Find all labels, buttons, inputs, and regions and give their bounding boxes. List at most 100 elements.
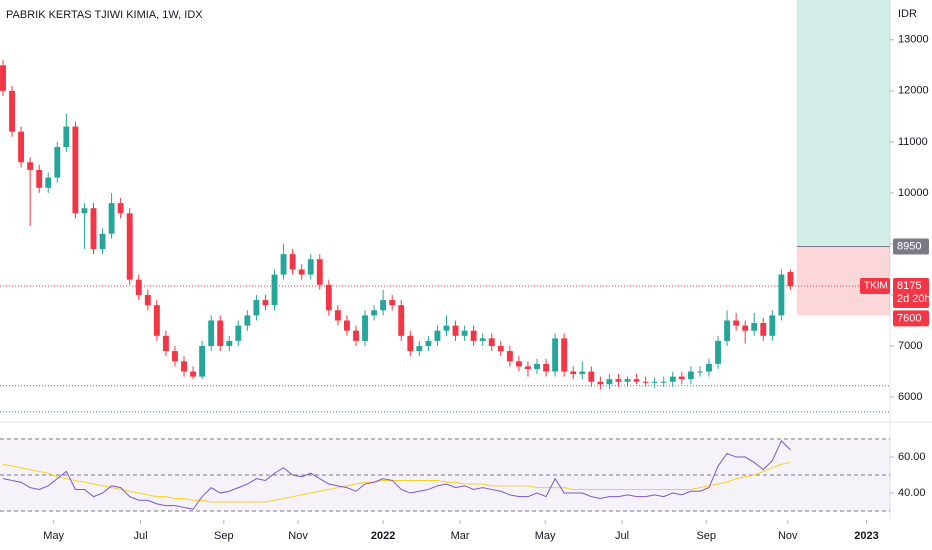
candle-body	[461, 330, 468, 336]
stop-label: 7600	[897, 312, 921, 324]
candle-body	[262, 300, 269, 306]
x-tick-label: Nov	[778, 530, 798, 542]
candle-body	[425, 340, 432, 347]
x-tick-label: May	[535, 530, 556, 542]
candle-body	[380, 300, 387, 311]
x-tick-label: May	[43, 530, 64, 542]
candle-body	[543, 363, 549, 372]
candle-body	[651, 381, 658, 383]
candle-body	[742, 325, 749, 331]
x-tick-label: Jul	[134, 530, 148, 542]
candle-body	[407, 335, 414, 352]
candle-body	[18, 131, 25, 163]
rsi-ma-line	[2, 461, 791, 503]
candle-body	[389, 300, 396, 306]
countdown-label: 2d 20h	[897, 293, 931, 305]
chart-title: PABRIK KERTAS TJIWI KIMIA, 1W, IDX	[6, 9, 203, 21]
candle-body	[63, 126, 70, 147]
stop-label-box	[893, 310, 929, 327]
y-tick-label: 13000	[898, 34, 929, 46]
candle-body	[99, 233, 106, 250]
candle-body	[660, 381, 667, 383]
candle-body	[135, 279, 142, 295]
candle-body	[497, 346, 504, 352]
candle-body	[362, 315, 368, 341]
candle-body	[687, 371, 694, 380]
candle-body	[606, 379, 613, 385]
rsi-tick-label: 60.00	[898, 451, 926, 463]
candle-body	[552, 338, 559, 372]
candle-body	[0, 65, 6, 91]
candle-body	[787, 272, 794, 287]
candle-body	[108, 203, 115, 234]
candle-body	[316, 259, 323, 285]
candle-body	[298, 269, 305, 275]
candle-body	[597, 381, 604, 385]
candle-body	[235, 325, 242, 341]
candle-body	[343, 320, 350, 331]
candle-body	[81, 208, 88, 214]
candle-body	[162, 335, 169, 352]
candle-body	[515, 361, 522, 367]
candle-body	[760, 323, 767, 336]
candle-body	[696, 371, 703, 373]
candle-body	[678, 376, 685, 380]
y-tick-label: 11000	[898, 136, 928, 148]
candle-body	[416, 346, 423, 352]
candle-body	[280, 254, 287, 275]
candle-body	[479, 338, 486, 341]
candle-body	[624, 379, 631, 382]
x-tick-label: Sep	[214, 530, 234, 542]
candle-body	[144, 294, 151, 306]
symbol-box	[860, 278, 890, 295]
candle-body	[36, 169, 43, 188]
candle-body	[226, 340, 233, 347]
candle-body	[190, 371, 197, 377]
candle-body	[615, 379, 622, 382]
x-tick-label: Mar	[451, 530, 470, 542]
candle-body	[452, 325, 459, 336]
candle-body	[579, 371, 586, 375]
y-tick-label: 10000	[898, 187, 929, 199]
candle-body	[126, 213, 133, 280]
target-zone	[796, 0, 890, 247]
entry-label: 8950	[897, 240, 921, 252]
candle-body	[706, 363, 712, 372]
candle-body	[208, 320, 215, 347]
candle-body	[45, 177, 52, 188]
candle-body	[525, 366, 531, 369]
candle-body	[325, 284, 332, 311]
last-price-box	[893, 278, 929, 309]
candle-body	[751, 323, 758, 331]
x-tick-label: Sep	[696, 530, 716, 542]
candle-body	[633, 379, 640, 382]
candle-body	[289, 254, 296, 270]
candle-body	[561, 338, 568, 372]
candle-body	[669, 376, 676, 382]
candle-body	[353, 330, 359, 341]
candle-body	[217, 320, 224, 347]
candle-body	[769, 315, 776, 336]
candle-body	[488, 338, 495, 347]
candle-body	[778, 274, 785, 316]
y-tick-label: 6000	[898, 391, 922, 403]
candle-body	[27, 162, 34, 170]
currency-label: IDR	[898, 8, 917, 20]
y-tick-label: 7000	[898, 340, 922, 352]
candle-body	[724, 320, 731, 341]
candle-body	[334, 310, 341, 321]
candle-body	[244, 315, 251, 326]
x-tick-label: 2023	[854, 530, 878, 542]
candle-body	[434, 330, 441, 341]
candle-body	[90, 208, 97, 250]
candle-body	[715, 340, 721, 364]
candle-body	[271, 274, 278, 306]
candle-body	[588, 371, 595, 382]
entry-label-box	[893, 238, 929, 255]
candle-body	[253, 300, 260, 316]
candle-body	[443, 325, 450, 331]
rsi-line	[2, 439, 791, 510]
candle-body	[733, 320, 740, 326]
x-tick-label: Nov	[288, 530, 308, 542]
